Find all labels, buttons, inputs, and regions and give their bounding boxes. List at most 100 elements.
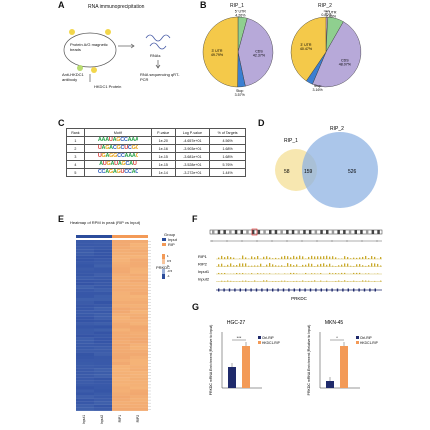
motif-logo: AUGAUAGCAU — [99, 161, 137, 167]
heatmap-cell — [76, 240, 94, 244]
coverage-bar — [287, 256, 289, 259]
panel-a-label: A — [58, 0, 65, 10]
heatmap-cell — [76, 294, 94, 299]
coverage-bar — [311, 263, 313, 267]
coverage-bar — [230, 280, 232, 282]
coverage-bar — [254, 265, 256, 267]
coverage-bar — [266, 256, 268, 259]
heatmap-cell — [94, 246, 112, 250]
heatmap-cell — [76, 261, 94, 265]
heatmap-cell — [76, 279, 94, 283]
heatmap-cell — [76, 362, 94, 366]
heatmap-cell — [76, 319, 94, 323]
heatmap-cell — [112, 249, 130, 253]
heatmap-cell — [130, 279, 148, 283]
heatmap-cell — [76, 264, 94, 268]
bar-chart-title: MKN-45 — [325, 320, 344, 326]
scale-swatch — [162, 264, 165, 269]
y-axis-label: PRKDC mRNA Enrichment (Relative to Input… — [307, 325, 311, 396]
heatmap-cell — [130, 267, 148, 271]
heatmap-cell — [112, 328, 130, 332]
heatmap-cell — [76, 346, 94, 350]
coverage-bar — [284, 280, 286, 282]
heatmap-cell — [130, 389, 148, 393]
scale-swatch — [162, 269, 165, 274]
heatmap-cell — [76, 407, 94, 411]
heatmap-cell — [76, 334, 94, 338]
heatmap-cell — [94, 334, 112, 338]
coverage-bar — [248, 265, 250, 267]
heatmap-cell — [94, 310, 112, 314]
heatmap-cell — [130, 398, 148, 402]
heatmap-cell — [94, 297, 112, 302]
coverage-bar — [278, 258, 280, 259]
heatmap-cell — [112, 398, 130, 402]
motif-row: 5 CCAGAGUCCAC 1e-14 -3.272e+01 1.44% — [66, 168, 246, 177]
pie-pct: 48.07% — [339, 62, 352, 66]
coverage-bar — [293, 265, 295, 267]
heatmap-cell — [94, 337, 112, 341]
heatmap-cell — [94, 401, 112, 405]
heatmap-cell — [130, 355, 148, 360]
exon — [223, 288, 225, 292]
pie-label: CDS — [255, 50, 263, 54]
assay-label: RNA sequencing qRT-PCR — [140, 72, 180, 82]
coverage-bar — [359, 257, 361, 259]
coverage-bar — [272, 264, 274, 267]
legend-swatch — [356, 336, 359, 339]
band — [280, 230, 283, 234]
exon — [342, 288, 344, 292]
coverage-bar — [380, 257, 382, 259]
heatmap-cell — [94, 365, 112, 369]
scale-tick: 1 — [167, 254, 169, 258]
heatmap-cell — [94, 331, 112, 335]
pie-label: 5' UTR — [235, 10, 246, 13]
track-label: RIP2 — [198, 262, 208, 267]
band — [377, 230, 380, 234]
coverage-bar — [254, 280, 256, 282]
heatmap-cell — [130, 304, 148, 308]
coverage-bar — [359, 272, 361, 274]
coverage-bar — [347, 257, 349, 259]
bar — [326, 381, 334, 388]
rip1-title: RIP_1 — [230, 3, 244, 9]
heatmap-cell — [76, 246, 94, 250]
band — [229, 230, 232, 234]
heatmap-cell — [94, 282, 112, 286]
band — [365, 230, 369, 234]
heatmap-cell — [112, 240, 130, 244]
coverage-bar — [314, 280, 316, 282]
coverage-bar — [356, 264, 358, 267]
heatmap-cell — [76, 398, 94, 402]
y-axis-label: PRKDC mRNA Enrichment (Relative to Input… — [209, 325, 213, 396]
coverage-bar — [365, 255, 367, 259]
coverage-bar — [320, 273, 322, 274]
band — [269, 230, 272, 234]
coverage-bar — [308, 263, 310, 267]
protein-label: HKDC1 Protein — [94, 84, 122, 89]
heatmap-cell — [112, 273, 130, 277]
coverage-bar — [374, 263, 376, 267]
heatmap-cell — [94, 407, 112, 411]
coverage-bar — [368, 273, 370, 274]
coverage-bar — [329, 256, 331, 259]
coverage-bar — [368, 265, 370, 267]
coverage-bar — [269, 263, 271, 267]
heatmap-cell — [94, 386, 112, 390]
band — [257, 230, 261, 234]
coverage-bar — [341, 264, 343, 267]
pie-pct: 7.49% — [326, 15, 337, 19]
exon — [309, 288, 312, 292]
heatmap-cell — [112, 258, 130, 262]
heatmap-cell — [94, 328, 112, 332]
group-bar — [94, 235, 112, 238]
cell-logp: -3.272e+01 — [174, 168, 211, 177]
heatmap-cell — [94, 276, 112, 280]
heatmap-title: Heatmap of RPM in peak (RIP vs Input) — [70, 220, 141, 225]
coverage-bar — [341, 272, 343, 274]
coverage-bar — [368, 258, 370, 259]
motif-row: 3 UGAGGCCAAAG 1e-15 -3.681e+01 1.68% — [66, 152, 246, 161]
venn-set2-label: RIP_2 — [330, 126, 344, 132]
bar-charts: HGC-27 PRKDC mRNA Enrichment (Relative to… — [209, 320, 379, 396]
coverage-bar — [236, 265, 238, 267]
